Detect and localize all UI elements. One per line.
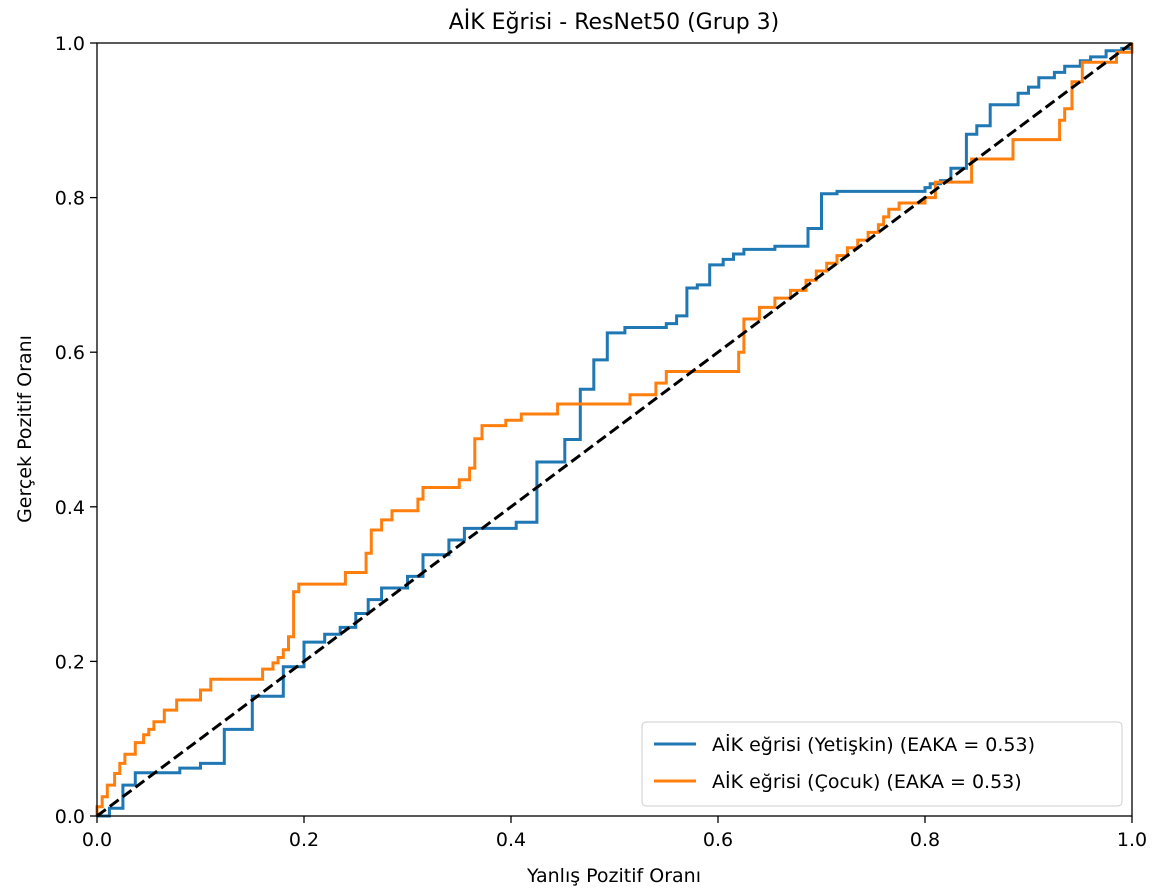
x-tick-label: 0.6 [703,829,733,851]
chart-title: AİK Eğrisi - ResNet50 (Grup 3) [449,9,780,35]
y-axis-label: Gerçek Pozitif Oranı [14,335,36,523]
series-layer [95,41,1134,818]
chance-diagonal [96,41,1133,818]
y-tick-label: 0.6 [55,342,85,364]
y-tick-label: 0.0 [55,806,85,828]
y-tick-label: 0.8 [55,188,85,210]
x-tick-label: 0.2 [289,829,319,851]
plot-frame [96,42,1133,817]
y-tick-label: 0.4 [55,497,85,519]
legend-box [641,721,1123,807]
x-tick-label: 0.4 [496,829,526,851]
x-tick-label: 1.0 [1117,829,1147,851]
y-tick-label: 1.0 [55,33,85,55]
legend-label-cocuk: AİK eğrisi (Çocuk) (EAKA = 0.53) [712,770,1022,793]
x-axis-label: Yanlış Pozitif Oranı [526,865,701,887]
roc-curve-yetiskin [97,43,1134,818]
roc-curve-cocuk [95,43,1134,816]
x-tick-label: 0.8 [910,829,940,851]
legend-label-yetiskin: AİK eğrisi (Yetişkin) (EAKA = 0.53) [712,733,1035,756]
y-tick-label: 0.2 [55,651,85,673]
legend: AİK eğrisi (Yetişkin) (EAKA = 0.53) AİK … [641,721,1123,807]
x-tick-label: 0.0 [82,829,112,851]
ticks-layer: 0.0 0.2 0.4 0.6 0.8 1.0 0.0 0.2 0.4 0.6 0.8 1.0 [55,33,1147,851]
